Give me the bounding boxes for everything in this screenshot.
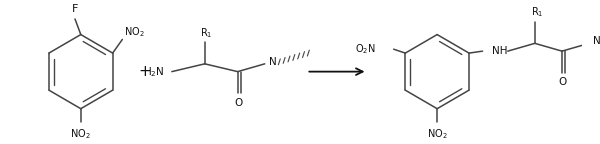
- Text: N: N: [593, 36, 600, 46]
- Text: NO$_2$: NO$_2$: [427, 127, 448, 141]
- Text: N: N: [269, 57, 277, 67]
- Text: O$_2$N: O$_2$N: [355, 42, 376, 56]
- Text: NH: NH: [492, 46, 508, 56]
- Text: O: O: [235, 98, 243, 108]
- Text: O: O: [559, 77, 567, 87]
- Text: H$_2$N: H$_2$N: [143, 65, 164, 78]
- Text: R$_1$: R$_1$: [530, 5, 543, 19]
- Text: NO$_2$: NO$_2$: [124, 25, 144, 39]
- Text: F: F: [72, 4, 78, 14]
- Text: R$_1$: R$_1$: [200, 26, 213, 39]
- Text: NO$_2$: NO$_2$: [70, 127, 91, 141]
- Text: +: +: [139, 64, 151, 79]
